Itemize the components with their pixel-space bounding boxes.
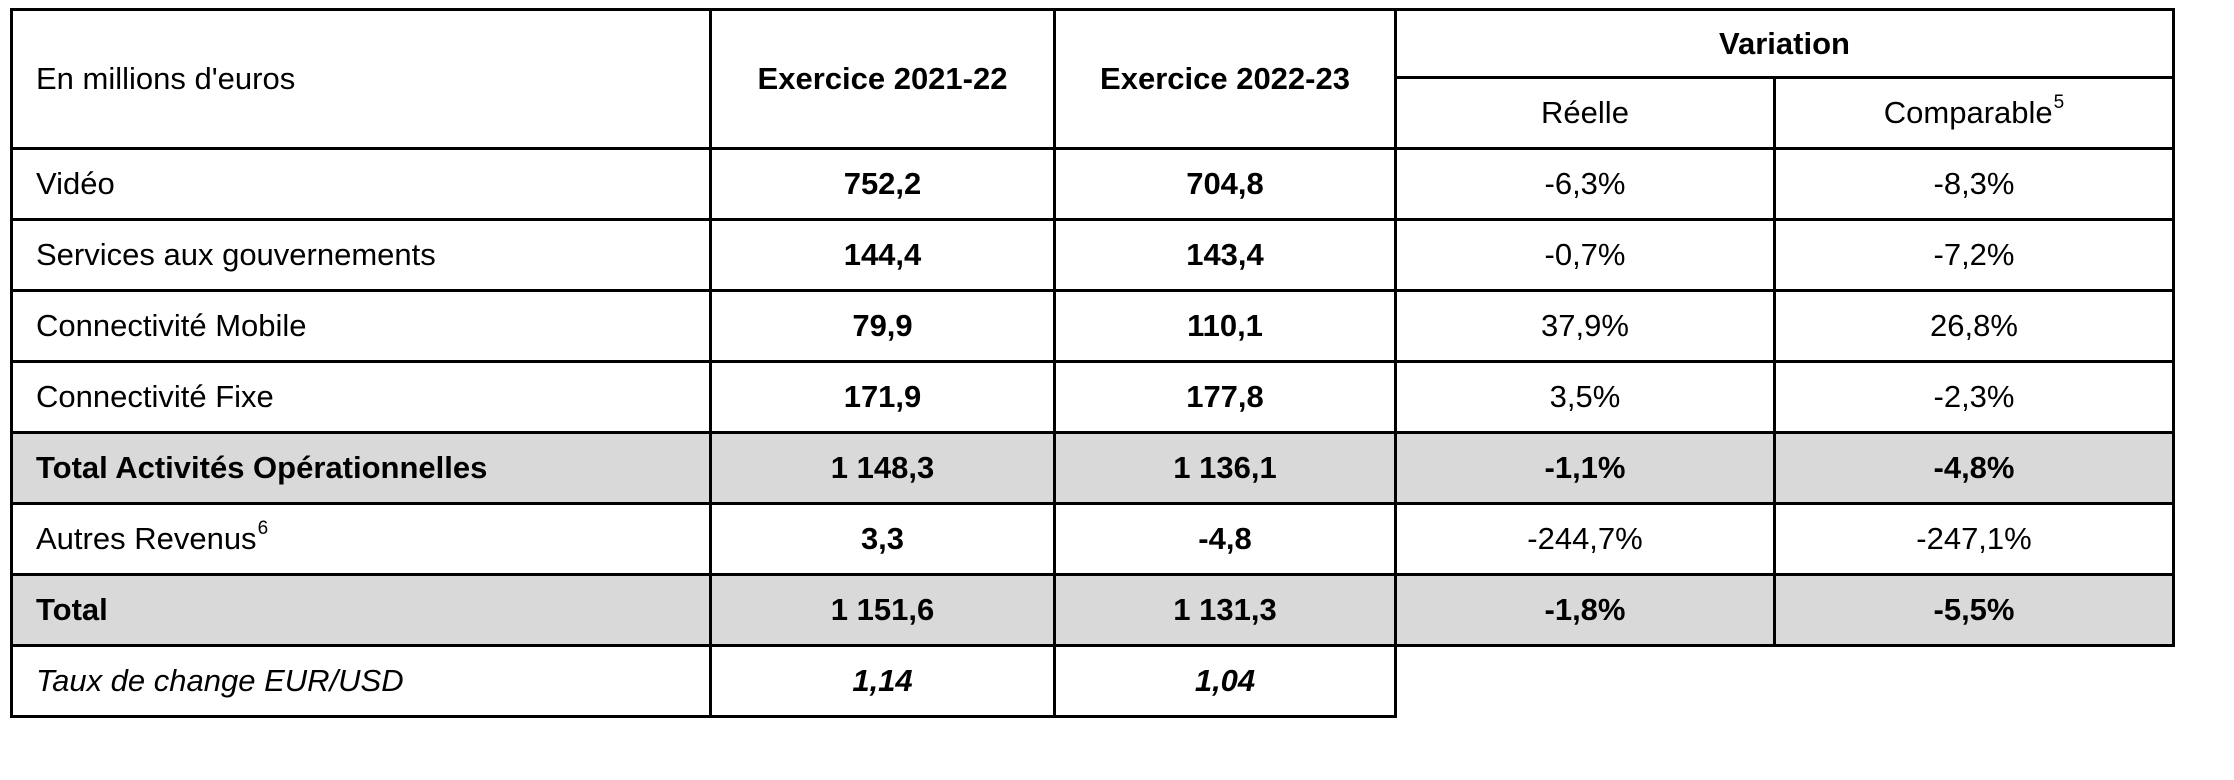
value-2021-22-cell: 144,4 (712, 221, 1056, 292)
header-reelle-text: Réelle (1541, 95, 1629, 130)
row-label-text: Total (36, 592, 108, 627)
row-label-cell: Autres Revenus 6 (10, 505, 712, 576)
variation-reelle-cell: -1,8% (1397, 576, 1776, 647)
revenue-table: En millions d'euros Exercice 2021-22 Exe… (10, 8, 2175, 718)
variation-comparable-cell: -8,3% (1776, 150, 2175, 221)
header-exercice-2022-23: Exercice 2022-23 (1056, 8, 1397, 150)
row-label-text: Connectivité Fixe (36, 379, 274, 414)
value-2022-23-cell: 143,4 (1056, 221, 1397, 292)
header-unit-text: En millions d'euros (36, 61, 296, 96)
value-2022-23-cell: -4,8 (1056, 505, 1397, 576)
row-label-text: Total Activités Opérationnelles (36, 450, 488, 485)
row-label-cell: Total Activités Opérationnelles (10, 434, 712, 505)
value-2021-22-cell: 1 148,3 (712, 434, 1056, 505)
value-2021-22-cell: 1 151,6 (712, 576, 1056, 647)
row-label-cell: Total (10, 576, 712, 647)
header-variation-text: Variation (1719, 25, 1850, 61)
header-variation-reelle: Réelle (1397, 79, 1776, 150)
variation-reelle-cell: -244,7% (1397, 505, 1776, 576)
variation-comparable-cell: -247,1% (1776, 505, 2175, 576)
variation-comparable-cell: -2,3% (1776, 363, 2175, 434)
value-2022-23-cell: 110,1 (1056, 292, 1397, 363)
variation-comparable-cell: -5,5% (1776, 576, 2175, 647)
header-exercice-2021-22-text: Exercice 2021-22 (757, 61, 1008, 96)
value-2021-22-cell: 171,9 (712, 363, 1056, 434)
variation-reelle-cell: -6,3% (1397, 150, 1776, 221)
value-2022-23-cell: 1 131,3 (1056, 576, 1397, 647)
value-2022-23-cell: 177,8 (1056, 363, 1397, 434)
value-2021-22-cell: 79,9 (712, 292, 1056, 363)
variation-comparable-cell: -4,8% (1776, 434, 2175, 505)
variation-reelle-cell: -0,7% (1397, 221, 1776, 292)
row-label-cell: Taux de change EUR/USD (10, 647, 712, 718)
variation-reelle-cell: 37,9% (1397, 292, 1776, 363)
row-label-text: Services aux gouvernements (36, 237, 436, 272)
value-2021-22-cell: 752,2 (712, 150, 1056, 221)
header-variation: Variation (1397, 8, 2175, 79)
row-label-cell: Connectivité Mobile (10, 292, 712, 363)
row-label-cell: Vidéo (10, 150, 712, 221)
header-comparable-text: Comparable (1883, 95, 2053, 130)
variation-comparable-cell: -7,2% (1776, 221, 2175, 292)
row-label-cell: Connectivité Fixe (10, 363, 712, 434)
value-2022-23-cell: 1,04 (1056, 647, 1397, 718)
header-variation-comparable: Comparable 5 (1776, 79, 2175, 150)
row-label-text: Connectivité Mobile (36, 308, 307, 343)
row-label-cell: Services aux gouvernements (10, 221, 712, 292)
value-2021-22-cell: 1,14 (712, 647, 1056, 718)
variation-reelle-cell: 3,5% (1397, 363, 1776, 434)
row-label-text: Taux de change EUR/USD (36, 663, 404, 698)
header-exercice-2022-23-text: Exercice 2022-23 (1100, 61, 1350, 96)
value-2022-23-cell: 704,8 (1056, 150, 1397, 221)
row-label-text: Autres Revenus (36, 521, 257, 556)
value-2022-23-cell: 1 136,1 (1056, 434, 1397, 505)
variation-reelle-cell: -1,1% (1397, 434, 1776, 505)
row-label-text: Vidéo (36, 166, 115, 201)
variation-comparable-cell: 26,8% (1776, 292, 2175, 363)
header-unit-label: En millions d'euros (10, 8, 712, 150)
value-2021-22-cell: 3,3 (712, 505, 1056, 576)
header-exercice-2021-22: Exercice 2021-22 (712, 8, 1056, 150)
